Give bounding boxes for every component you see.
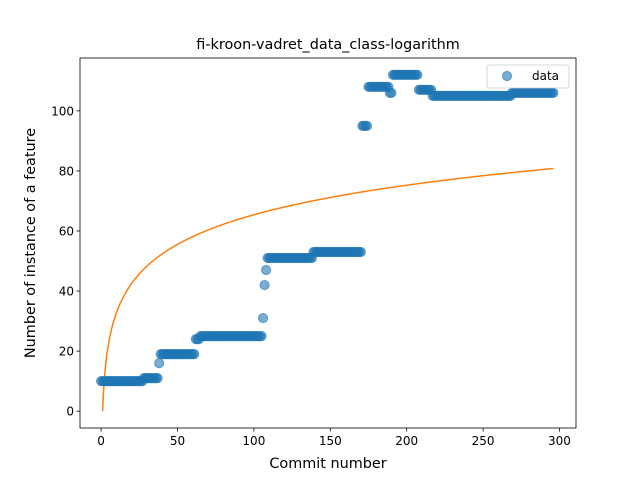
y-tick-label: 100 [51, 104, 74, 118]
x-tick-label: 100 [242, 434, 265, 448]
data-point [154, 358, 165, 369]
legend: data [486, 64, 570, 89]
legend-label-data: data [532, 69, 559, 83]
x-tick-label: 0 [97, 434, 105, 448]
y-axis-label: Number of instance of a feature [23, 128, 39, 358]
x-tick-label: 50 [170, 434, 185, 448]
x-tick-label: 250 [472, 434, 495, 448]
x-axis-ticks: 0 50 100 150 200 250 300 [97, 428, 571, 448]
data-point [548, 87, 559, 98]
data-point [386, 87, 397, 98]
data-point [259, 279, 270, 291]
data-point [256, 331, 267, 342]
plot-area [95, 69, 559, 412]
data-point [261, 264, 272, 276]
axes-frame [79, 57, 577, 429]
y-tick-label: 40 [59, 285, 74, 299]
fit-line [101, 167, 554, 412]
y-tick-label: 60 [59, 224, 74, 238]
y-tick-label: 80 [59, 164, 74, 178]
y-tick-label: 0 [66, 405, 74, 419]
data-point [355, 246, 366, 258]
data-point [152, 373, 163, 384]
x-axis-label: Commit number [269, 456, 386, 472]
x-tick-label: 200 [395, 434, 418, 448]
legend-box [486, 64, 570, 89]
chart-title: fi-kroon-vadret_data_class-logarithm [196, 37, 459, 53]
legend-marker-data [501, 70, 513, 82]
data-point [412, 69, 423, 80]
y-tick-label: 20 [59, 345, 74, 359]
x-tick-label: 150 [319, 434, 342, 448]
y-axis-ticks: 0 20 40 60 80 100 [51, 104, 80, 419]
data-point [189, 349, 200, 360]
data-point [361, 120, 373, 131]
x-tick-label: 300 [548, 434, 571, 448]
data-point [257, 312, 269, 324]
